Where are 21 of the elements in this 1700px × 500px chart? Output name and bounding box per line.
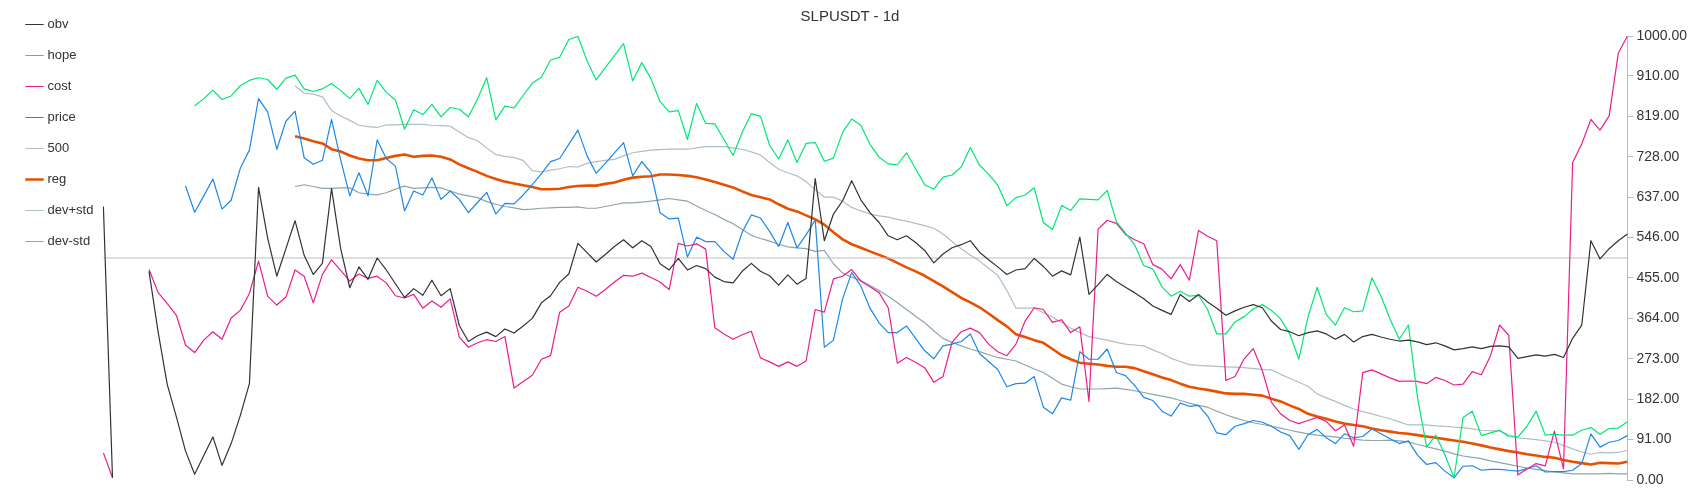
legend-label: hope	[47, 47, 77, 63]
y-tick-label: 273.00	[1636, 349, 1680, 366]
y-tick-label: 455.00	[1636, 268, 1680, 285]
legend-label: dev-std	[47, 233, 91, 249]
legend-label: obv	[47, 16, 69, 32]
legend-label: 500	[47, 140, 70, 156]
y-tick-label: 637.00	[1636, 188, 1680, 205]
legend-label: dev+std	[47, 202, 94, 218]
y-tick-label: 0.00	[1636, 470, 1664, 487]
y-tick-label: 546.00	[1636, 228, 1680, 245]
legend-label: reg	[47, 171, 67, 187]
y-tick-label: 182.00	[1636, 390, 1680, 407]
y-tick-label: 728.00	[1636, 147, 1680, 164]
y-tick-label: 91.00	[1636, 430, 1672, 447]
legend-label: price	[47, 109, 76, 125]
y-tick-label: 910.00	[1636, 66, 1680, 83]
y-tick-label: 364.00	[1636, 309, 1680, 326]
legend-label: cost	[47, 78, 72, 94]
y-tick-label: 819.00	[1636, 107, 1680, 124]
y-tick-label: 1000.00	[1636, 26, 1688, 43]
chart-title: SLPUSDT - 1d	[800, 7, 900, 25]
